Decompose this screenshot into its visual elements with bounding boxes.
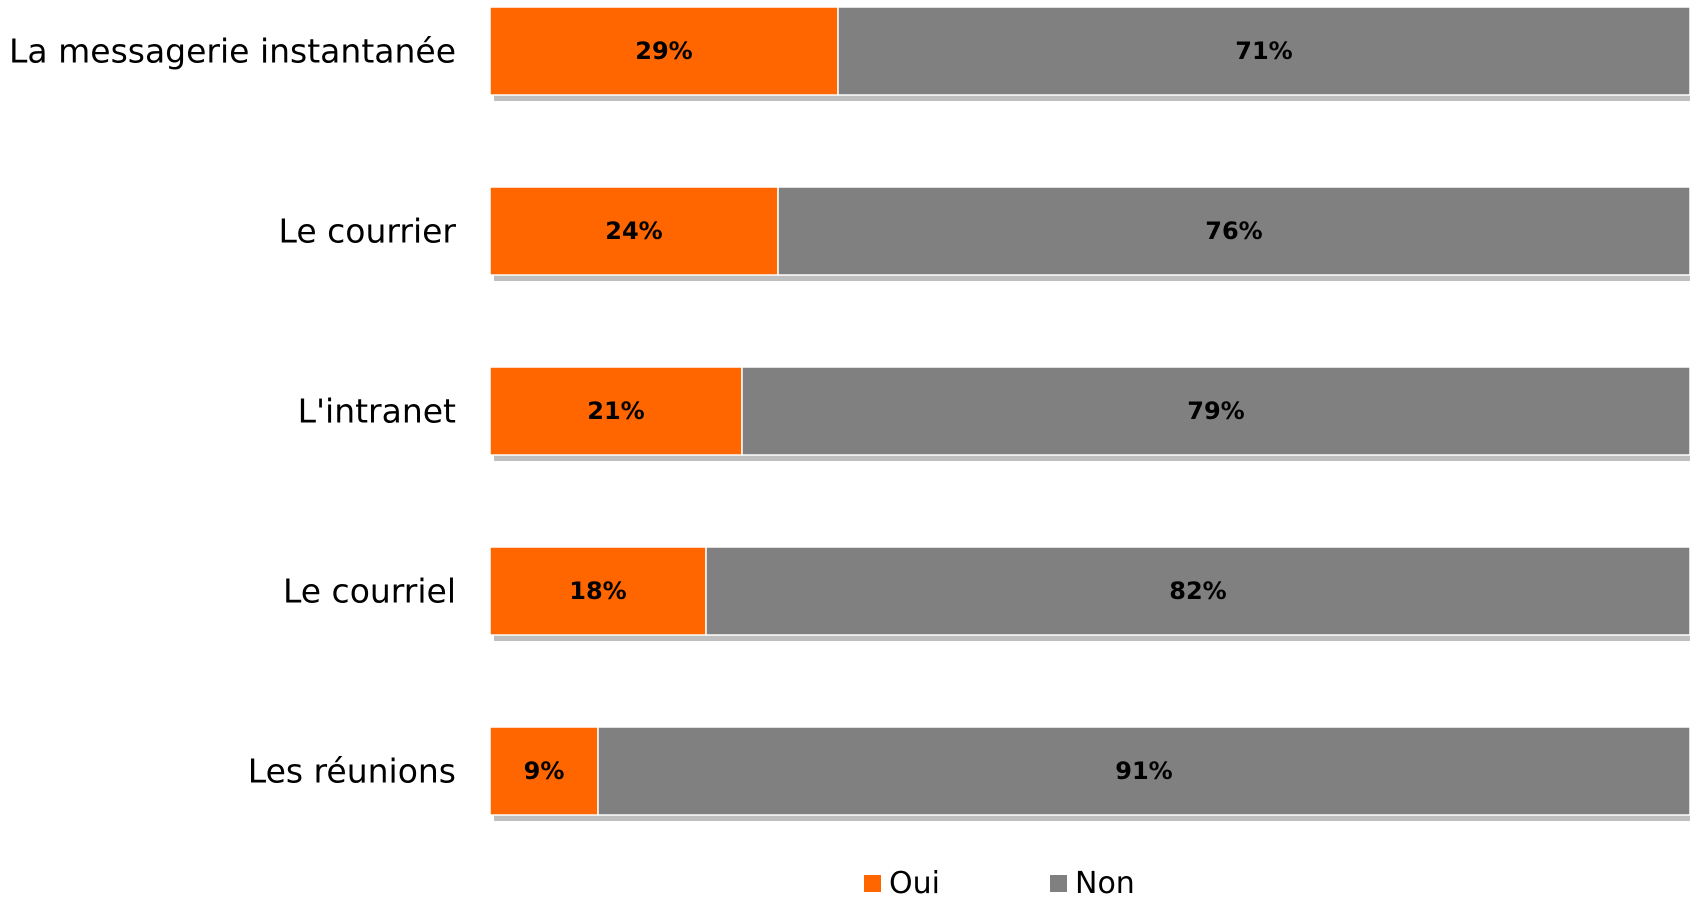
legend-item-oui: Oui [864,866,940,901]
bar-segment-oui [489,546,707,636]
data-label-non: 71% [1235,37,1292,65]
bar-segment-non [705,546,1690,636]
category-label: Le courrier [279,212,457,251]
data-label-oui: 9% [524,757,565,785]
category-label: La messagerie instantanée [9,32,456,71]
data-label-oui: 18% [569,577,626,605]
legend-label-oui: Oui [889,866,940,901]
data-label-non: 91% [1115,757,1172,785]
bar-shadow [494,455,1690,461]
data-label-oui: 29% [635,37,692,65]
data-label-non: 76% [1205,217,1262,245]
bar-segment-oui [489,6,839,96]
bar-segment-oui [489,366,743,456]
bar-segment-oui [489,186,779,276]
bar-shadow [494,275,1690,281]
bar-segment-non [741,366,1690,456]
legend-item-non: Non [1050,866,1135,901]
legend: Oui Non [0,866,1690,901]
bar-shadow [494,635,1690,641]
legend-label-non: Non [1075,866,1135,901]
bar-shadow [494,95,1690,101]
category-label: Le courriel [283,572,456,611]
category-label: L'intranet [298,392,456,431]
data-label-oui: 21% [587,397,644,425]
bar-shadow [494,815,1690,821]
legend-swatch-oui [864,875,881,892]
bar-segment-non [597,726,1690,816]
category-label: Les réunions [248,752,456,791]
bar-segment-non [777,186,1690,276]
legend-swatch-non [1050,875,1067,892]
bar-segment-oui [489,726,599,816]
bar-segment-non [837,6,1690,96]
data-label-non: 82% [1169,577,1226,605]
data-label-non: 79% [1187,397,1244,425]
data-label-oui: 24% [605,217,662,245]
